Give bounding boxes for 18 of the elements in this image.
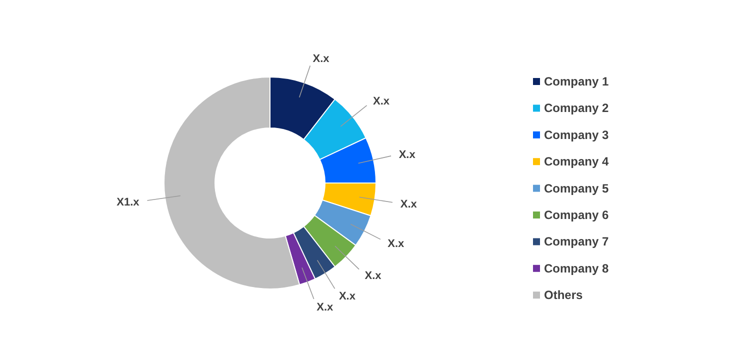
data-label: X.x [338, 290, 356, 303]
legend-label: Others [544, 288, 584, 302]
data-label: X1.x [116, 196, 140, 209]
data-label: X.x [388, 238, 406, 250]
legend-label: Company 8 [544, 261, 610, 276]
data-label: X.x [400, 198, 418, 211]
legend-label: Company 6 [544, 208, 610, 222]
legend-label: Company 1 [544, 74, 610, 88]
data-label: X.x [398, 149, 416, 162]
data-label: X.x [364, 270, 382, 282]
data-label: X.x [312, 53, 330, 66]
legend-label: Company 3 [544, 128, 610, 142]
legend-label: Company 7 [544, 234, 610, 249]
data-label: X.x [373, 95, 390, 108]
data-label: X.x [316, 301, 334, 314]
legend-label: Company 5 [544, 181, 610, 196]
legend-label: Company 4 [544, 154, 610, 169]
legend-label: Company 2 [544, 101, 610, 116]
